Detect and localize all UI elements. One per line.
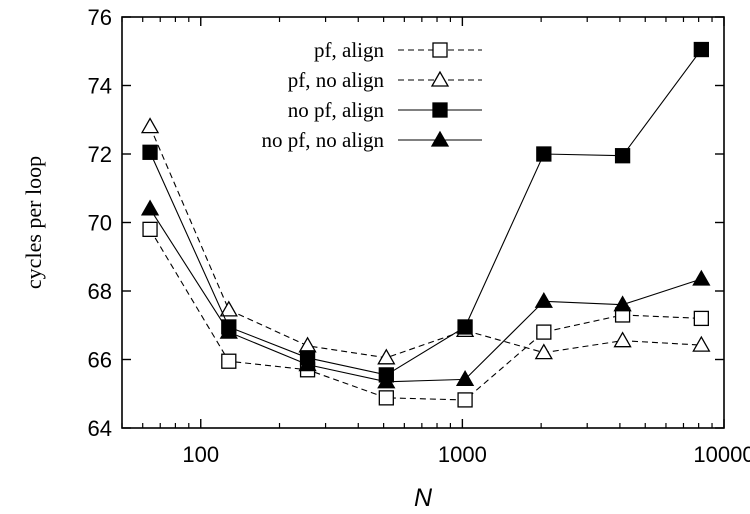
data-point [455,370,475,387]
data-point [142,144,158,160]
y-tick-label: 66 [88,348,112,373]
y-axis-label: cycles per loop [21,156,46,289]
data-point [377,372,396,389]
legend-entry: pf, align [314,38,482,62]
data-point [219,300,238,317]
series [140,199,711,389]
series-line [149,126,702,359]
series-line [149,49,702,376]
y-tick-label: 70 [88,211,112,236]
legend-label: no pf, no align [262,128,385,152]
series-line [149,208,702,383]
data-point [614,148,631,164]
data-point [219,322,238,339]
series-layer [140,41,711,408]
data-point [378,390,394,406]
plot-frame [121,16,725,429]
data-point [613,331,632,348]
x-tick-label: 10000 [693,442,750,467]
data-point [432,42,448,58]
y-tick-label: 76 [88,5,112,30]
data-point [221,353,237,369]
data-point [536,146,552,162]
data-point [534,291,553,308]
x-tick-label: 100 [182,442,219,467]
series-line [149,229,702,401]
x-tick-label: 1000 [438,442,487,467]
data-point [377,348,396,365]
data-point [693,41,709,58]
legend-entry: pf, no align [288,68,482,92]
data-point [457,319,473,335]
legend-label: pf, no align [288,68,385,92]
y-tick-label: 68 [88,279,112,304]
data-point [432,102,448,118]
axes: 64 66 68 70 72 74 76 100 1000 10000 [88,5,750,467]
data-point [298,336,317,353]
data-point [140,117,160,134]
data-point [534,343,553,360]
data-point [430,130,450,147]
x-axis-label: N [414,484,433,512]
data-point [613,295,632,312]
y-tick-label: 64 [88,416,112,441]
data-point [298,355,317,372]
data-point [140,199,160,216]
series [142,41,709,383]
data-point [536,324,552,340]
data-point [693,310,709,327]
legend-entry: no pf, align [288,98,482,122]
legend-label: pf, align [314,38,384,62]
data-point [457,392,473,408]
data-point [692,335,711,352]
data-point [430,70,450,87]
legend-label: no pf, align [288,98,385,122]
data-point [692,269,711,286]
legend-entry: no pf, no align [262,128,482,152]
legend: pf, align pf, no align no pf, align no pf, … [262,38,482,152]
y-tick-label: 74 [88,74,112,99]
data-point [142,221,158,238]
y-tick-label: 72 [88,142,112,167]
